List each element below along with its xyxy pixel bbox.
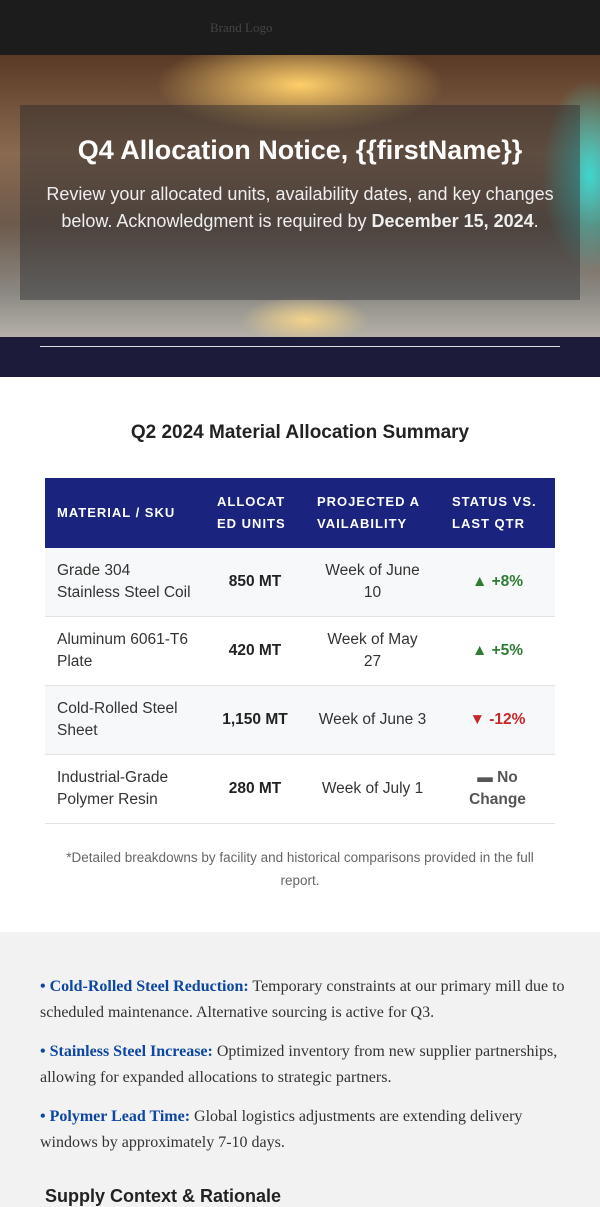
hero-text: Review your allocated units, availabilit… bbox=[46, 184, 554, 231]
column-header: ALLOCATED UNITS bbox=[205, 478, 305, 548]
note-text: Global logistics adjustments are extendi… bbox=[40, 1108, 523, 1151]
availability: Week of June 10 bbox=[305, 548, 440, 617]
column-header: MATERIAL / SKU bbox=[45, 478, 205, 548]
table-row: Industrial-Grade Polymer Resin 280 MT Week… bbox=[45, 754, 555, 824]
section-heading: Supply Context & Rationale bbox=[45, 1186, 282, 1206]
status: ▼ -12% bbox=[440, 685, 555, 755]
summary: Q2 2024 Material Allocation Summary MATE… bbox=[0, 377, 600, 932]
footnote: *Detailed breakdowns by facility and his… bbox=[66, 850, 534, 888]
note-text: Temporary constraints at our primary mil… bbox=[40, 978, 565, 1021]
divider-band bbox=[0, 337, 600, 377]
units: 1,150 MT bbox=[205, 685, 305, 755]
hero: Q4 Allocation Notice, {{firstName}} Revi… bbox=[0, 55, 600, 337]
units: 420 MT bbox=[205, 616, 305, 686]
note: • Polymer Lead Time: Global logistics ad… bbox=[40, 1104, 565, 1156]
column-header: PROJECTED AVAILABILITY bbox=[305, 478, 440, 548]
availability: Week of May 27 bbox=[305, 616, 440, 686]
notes: • Cold-Rolled Steel Reduction: Temporary… bbox=[0, 932, 600, 1207]
allocation-table: MATERIAL / SKU ALLOCATED UNITS PROJECTED A… bbox=[45, 478, 555, 824]
units: 850 MT bbox=[205, 548, 305, 617]
status: ▲ +8% bbox=[440, 548, 555, 617]
material: Aluminum 6061-T6 Plate bbox=[45, 616, 205, 686]
material: Cold-Rolled Steel Sheet bbox=[45, 685, 205, 755]
logo[interactable]: Brand Logo bbox=[210, 20, 273, 36]
hero-text: . bbox=[533, 211, 539, 231]
deadline: December 15, 2024 bbox=[371, 211, 534, 231]
hero-title: Q4 Allocation Notice, {{firstName}} bbox=[77, 135, 523, 165]
summary-title: Q2 2024 Material Allocation Summary bbox=[130, 422, 470, 443]
availability: Week of July 1 bbox=[305, 754, 440, 824]
hero-body: Review your allocated units, availabilit… bbox=[40, 181, 560, 235]
table-row: Cold-Rolled Steel Sheet 1,150 MT Week of J… bbox=[45, 685, 555, 755]
divider bbox=[40, 346, 560, 347]
status: ▲ +5% bbox=[440, 616, 555, 686]
note-lead: • Polymer Lead Time: bbox=[40, 1108, 191, 1125]
note: • Cold-Rolled Steel Reduction: Temporary… bbox=[40, 974, 565, 1026]
note: • Stainless Steel Increase: Optimized in… bbox=[40, 1039, 565, 1091]
table-row: Grade 304 Stainless Steel Coil 850 MT Week… bbox=[45, 548, 555, 617]
availability: Week of June 3 bbox=[305, 685, 440, 755]
note-text: Optimized inventory from new supplier pa… bbox=[40, 1043, 558, 1086]
table-row: Aluminum 6061-T6 Plate 420 MT Week of May … bbox=[45, 616, 555, 686]
material: Grade 304 Stainless Steel Coil bbox=[45, 548, 205, 617]
hero-overlay bbox=[20, 105, 580, 300]
column-header: STATUS VS. LAST QTR bbox=[440, 478, 555, 548]
material: Industrial-Grade Polymer Resin bbox=[45, 754, 205, 824]
note-lead: • Stainless Steel Increase: bbox=[40, 1043, 213, 1060]
header: Brand Logo bbox=[0, 0, 600, 55]
units: 280 MT bbox=[205, 754, 305, 824]
status: ▬ No Change bbox=[440, 754, 555, 824]
note-lead: • Cold-Rolled Steel Reduction: bbox=[40, 978, 249, 995]
